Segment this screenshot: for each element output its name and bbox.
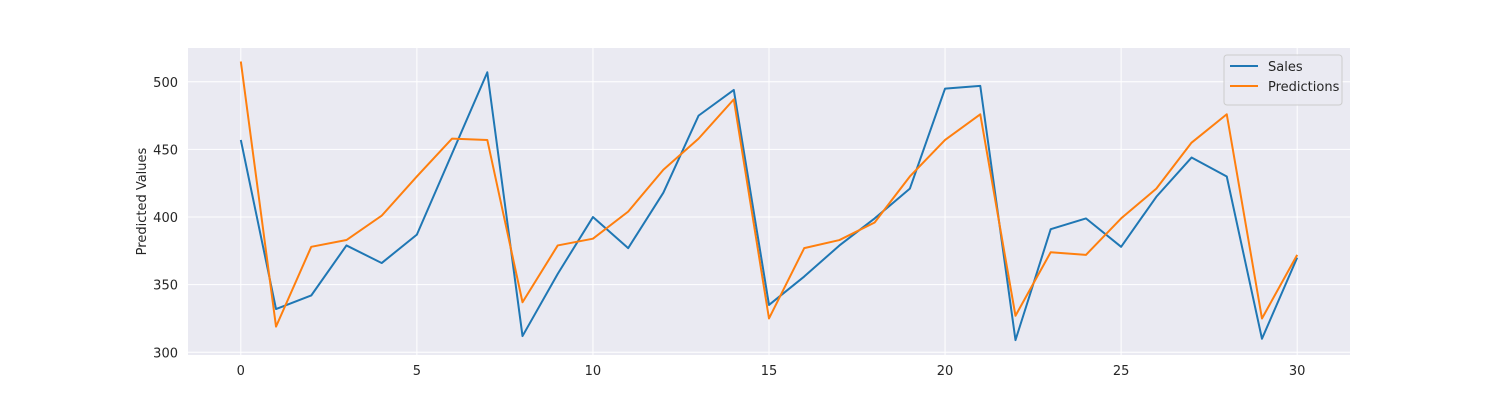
legend-label: Predictions <box>1268 80 1340 95</box>
series-line-sales <box>239 71 1299 342</box>
grid <box>188 48 1350 355</box>
x-tick-label: 20 <box>937 364 954 379</box>
legend-box <box>1223 54 1343 106</box>
x-tick-label: 25 <box>1113 364 1130 379</box>
x-tick-label: 5 <box>413 364 421 379</box>
legend: Sales Predictions <box>1223 54 1343 106</box>
y-tick-label: 450 <box>153 143 178 158</box>
tick-labels: 0 5 10 15 20 25 30 300 350 400 450 500 <box>153 76 1305 379</box>
legend-label: Sales <box>1268 60 1303 75</box>
y-tick-label: 400 <box>153 211 178 226</box>
x-tick-label: 30 <box>1289 364 1306 379</box>
y-axis-label: Predicted Values <box>135 147 150 255</box>
x-tick-label: 10 <box>585 364 602 379</box>
series-lines <box>239 61 1299 342</box>
y-tick-label: 350 <box>153 279 178 294</box>
y-tick-label: 300 <box>153 346 178 361</box>
series-line-predictions <box>239 61 1299 328</box>
x-tick-label: 0 <box>237 364 245 379</box>
x-tick-label: 15 <box>761 364 778 379</box>
y-tick-label: 500 <box>153 76 178 91</box>
